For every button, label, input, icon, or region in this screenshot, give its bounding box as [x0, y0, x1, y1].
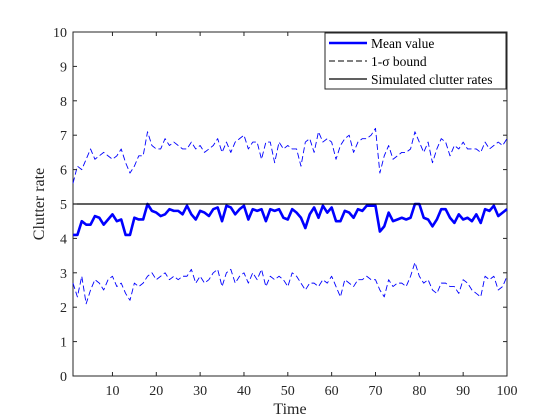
- y-tick-label: 7: [60, 129, 67, 144]
- y-tick-label: 6: [60, 164, 67, 179]
- x-tick-label: 90: [456, 384, 470, 399]
- x-tick-label: 40: [237, 384, 251, 399]
- legend-label-mean-value: Mean value: [371, 36, 434, 51]
- x-tick-label: 20: [149, 384, 163, 399]
- legend: Mean value 1-σ bound Simulated clutter r…: [324, 32, 507, 90]
- x-tick-label: 80: [412, 384, 426, 399]
- tick-labels: 10 20 30 40 50 60 70 80 90 100 0 1 2 3 4 5 6 7 8 9 10: [53, 26, 518, 399]
- y-tick-label: 0: [60, 370, 67, 385]
- legend-label-sigma-bound-text: 1-σ bound: [371, 54, 427, 69]
- series-line-0: [73, 202, 508, 237]
- y-tick-label: 10: [53, 26, 67, 41]
- series-line-1: [72, 127, 508, 184]
- y-tick-label: 5: [60, 198, 67, 213]
- legend-label-sigma-bound: 1-σ bound: [371, 54, 427, 69]
- series-line-2: [72, 262, 508, 305]
- x-tick-label: 30: [193, 384, 207, 399]
- y-tick-label: 9: [60, 60, 67, 75]
- x-tick-label: 10: [105, 384, 119, 399]
- x-axis-label: Time: [273, 401, 306, 418]
- x-tick-label: 100: [497, 384, 518, 399]
- y-tick-label: 4: [60, 232, 67, 247]
- y-tick-label: 3: [60, 267, 67, 282]
- x-tick-label: 50: [281, 384, 295, 399]
- series-layer: [72, 127, 508, 305]
- x-tick-label: 70: [368, 384, 382, 399]
- y-axis-label: Clutter rate: [31, 168, 48, 240]
- y-tick-label: 8: [60, 95, 67, 110]
- y-tick-label: 2: [60, 301, 67, 316]
- y-tick-label: 1: [60, 336, 67, 351]
- x-tick-label: 60: [325, 384, 339, 399]
- legend-label-simulated-clutter-rates: Simulated clutter rates: [371, 72, 492, 87]
